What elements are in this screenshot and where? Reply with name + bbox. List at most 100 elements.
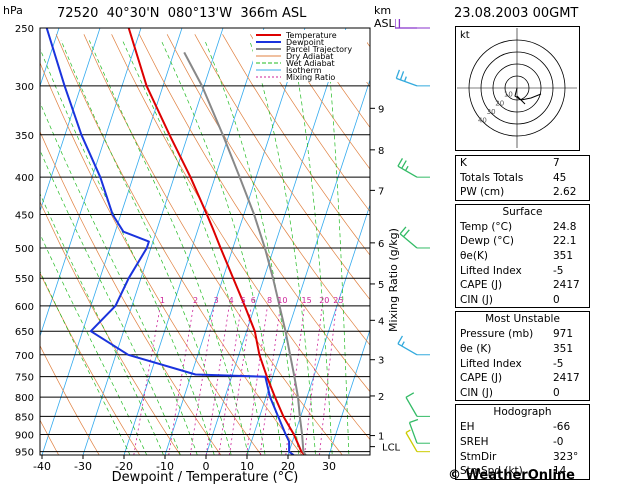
wind-barb-staff <box>396 77 418 87</box>
wet-adiabat-line <box>122 40 266 455</box>
surface-box: Surface Temp (°C) 24.8 Dewp (°C) 22.1 θe(K… <box>455 203 590 309</box>
mixing-ratio-line <box>259 305 281 455</box>
isotherm-line <box>164 28 306 455</box>
mu-cape-value: 2417 <box>553 372 580 385</box>
mixing-ratio-label: 8 <box>267 296 272 305</box>
mu-cin-value: 0 <box>553 386 560 399</box>
height-km-label: 8 <box>378 146 384 157</box>
wind-barb-staff <box>408 422 418 444</box>
background-lines <box>40 28 370 455</box>
legend-entry: Temperature <box>285 31 337 40</box>
surface-temp-row: Temp (°C) 24.8 <box>456 220 589 235</box>
temperature-tick-label: 10 <box>240 460 254 473</box>
wind-barb <box>405 392 430 417</box>
temperature-tick-labels: -40 -30 -20 -10 0 10 20 30 <box>33 455 336 473</box>
height-km-label: 1 <box>378 432 384 443</box>
mu-thetae-value: 351 <box>553 342 574 355</box>
legend-entry: Dry Adiabat <box>286 52 333 61</box>
dry-adiabat-line <box>166 34 370 346</box>
surface-title: Surface <box>502 205 543 218</box>
dry-adiabat-line <box>277 34 370 170</box>
mu-cin-row: CIN (J) 0 <box>456 386 589 401</box>
height-km-label: 2 <box>378 392 384 403</box>
wind-barb-staff <box>397 343 418 356</box>
mixing-ratio-line <box>246 305 268 455</box>
surface-cin-value: 0 <box>553 293 560 306</box>
station-lat: 40°30'N <box>106 6 160 21</box>
asl-axis-label: ASL <box>374 17 395 30</box>
stmdir-row: StmDir 323° <box>456 450 589 465</box>
hodograph-ring-label: 40 <box>478 117 487 125</box>
wet-adiabat-line <box>290 40 333 455</box>
mu-li-value: -5 <box>553 357 564 370</box>
mixing-ratio-labels: 1 2 3 4 5 6 8 10 15 20 25 <box>160 296 344 305</box>
surface-dewp-value: 22.1 <box>553 235 577 248</box>
surface-cape-row: CAPE (J) 2417 <box>456 278 589 293</box>
lcl-label: LCL <box>382 443 401 454</box>
wind-barb-flag <box>405 392 415 398</box>
skewt-chart: 2503003504004505005506006507007508008509… <box>15 24 401 485</box>
mu-pressure-row: Pressure (mb) 971 <box>456 327 589 342</box>
surface-dewp-label: Dewp (°C) <box>460 235 514 248</box>
hodograph-ring-label: 30 <box>487 108 496 116</box>
km-axis-label: km <box>374 4 392 17</box>
height-km-label: 4 <box>378 316 384 327</box>
dewpoint-profile <box>45 28 296 455</box>
stmspd-label: StmSpd (kt) <box>460 465 523 478</box>
wet-adiabat-line <box>249 40 316 455</box>
surface-cin-row: CIN (J) 0 <box>456 293 589 308</box>
wind-barb-staff <box>397 165 418 178</box>
height-km-label: 5 <box>378 280 384 291</box>
dry-adiabat-line <box>194 34 370 301</box>
wind-barb <box>395 69 430 87</box>
wind-barb-flag <box>401 341 405 347</box>
pressure-tick-label: 800 <box>15 393 34 404</box>
surface-temp-value: 24.8 <box>553 220 577 233</box>
pressure-tick-label: 400 <box>15 173 34 184</box>
profile-lines <box>45 28 307 455</box>
legend-entry: Mixing Ratio <box>286 73 335 82</box>
pw-row: PW (cm) 2.62 <box>456 185 589 200</box>
mixing-ratio-line <box>189 305 215 455</box>
mu-cape-label: CAPE (J) <box>460 372 503 385</box>
wet-adiabat-line <box>40 149 181 455</box>
dry-adiabat-line <box>40 344 100 455</box>
temperature-tick-label: 0 <box>203 460 210 473</box>
pressure-tick-label: 500 <box>15 244 34 255</box>
height-km-label: 9 <box>378 104 384 115</box>
mixing-ratio-label: 3 <box>214 296 219 305</box>
mu-li-row: Lifted Index -5 <box>456 357 589 372</box>
surface-cape-label: CAPE (J) <box>460 279 503 292</box>
surface-thetae-row: θe(K) 351 <box>456 249 589 264</box>
stmspd-row: StmSpd (kt) 14 <box>456 464 589 479</box>
mixing-ratio-label: 25 <box>333 296 343 305</box>
pressure-tick-label: 850 <box>15 412 34 423</box>
sreh-row: SREH -0 <box>456 435 589 450</box>
sounding-date: 23.08.2003 <box>454 6 529 21</box>
dry-adiabat-line <box>40 130 222 455</box>
pressure-tick-label: 750 <box>15 373 34 384</box>
wind-barb <box>408 418 430 444</box>
legend-entry: Parcel Trajectory <box>286 45 352 54</box>
totals-label: Totals Totals <box>460 171 524 184</box>
wind-barb-flag <box>405 429 411 434</box>
pw-value: 2.62 <box>553 186 577 199</box>
hodograph-ring-label: 20 <box>495 99 504 107</box>
wind-barb-flag <box>401 160 407 169</box>
pressure-tick-label: 300 <box>15 82 34 93</box>
totals-value: 45 <box>553 171 567 184</box>
dry-adiabat-line <box>250 34 370 213</box>
surface-thetae-label: θe(K) <box>460 249 488 262</box>
isotherm-line <box>205 28 347 455</box>
mu-thetae-label: θe (K) <box>460 342 492 355</box>
mixing-ratio-label: 20 <box>319 296 329 305</box>
mixing-ratio-axis-title: Mixing Ratio (g/kg) <box>387 228 400 332</box>
pressure-unit-label: hPa <box>3 4 23 17</box>
wind-barb-staff <box>405 397 418 417</box>
